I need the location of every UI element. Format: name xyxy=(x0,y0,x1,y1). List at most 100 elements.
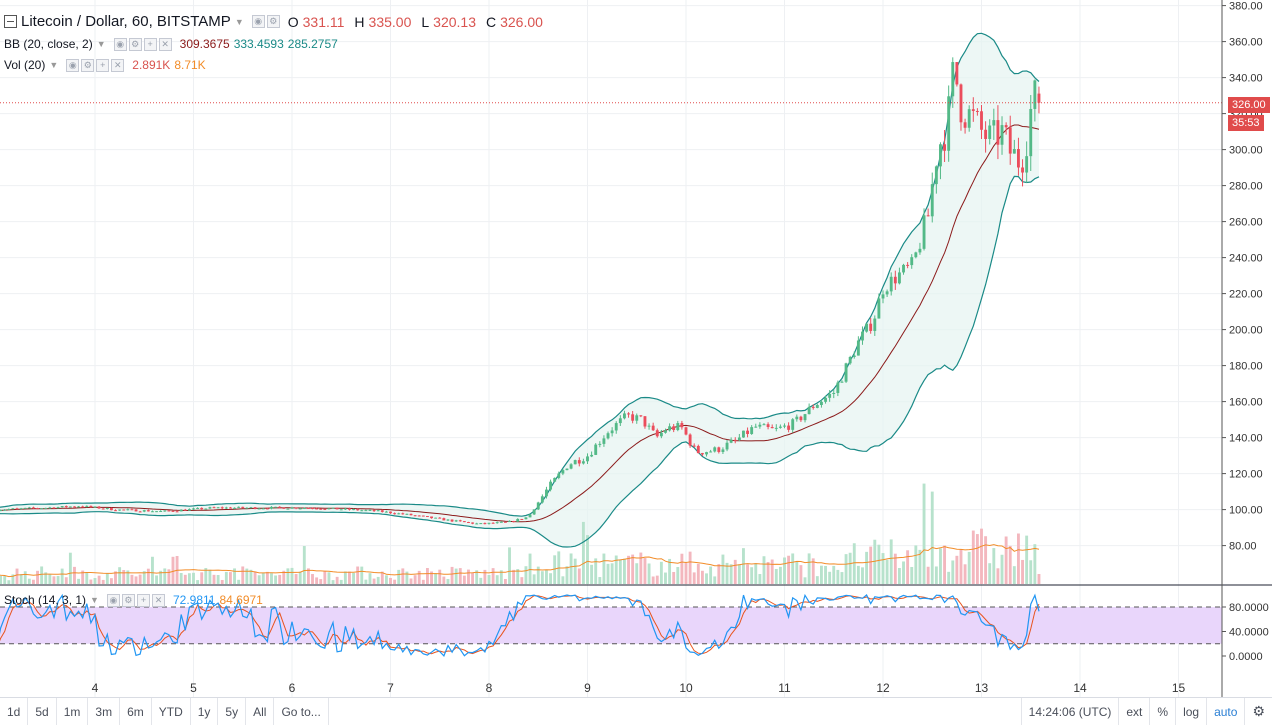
volume-bar xyxy=(623,558,626,584)
volume-bar xyxy=(992,548,996,584)
candle-body xyxy=(664,430,667,433)
eye-icon[interactable]: ◉ xyxy=(113,37,127,51)
candle-body xyxy=(725,442,729,450)
volume-bar xyxy=(68,552,72,584)
eye-icon[interactable]: ◉ xyxy=(106,593,120,607)
dropdown-icon[interactable]: ▼ xyxy=(49,60,59,70)
range-1y[interactable]: 1y xyxy=(191,698,219,725)
candle-body xyxy=(705,452,708,455)
volume-bar xyxy=(635,563,639,584)
volume-bar xyxy=(458,568,462,584)
auto-toggle[interactable]: auto xyxy=(1206,698,1244,725)
candle-body xyxy=(618,418,622,424)
candle-body xyxy=(126,509,130,511)
volume-ma-line xyxy=(0,544,1040,578)
volume-bar xyxy=(659,561,663,584)
volume-bar xyxy=(274,575,278,584)
symbol-title[interactable]: Litecoin / Dollar, 60, BITSTAMP xyxy=(21,13,231,30)
candle-body xyxy=(934,166,938,185)
settings-icon[interactable]: ⚙ xyxy=(128,37,142,51)
volume-bar xyxy=(852,543,856,584)
range-5y[interactable]: 5y xyxy=(218,698,247,725)
open-value: 331.11 xyxy=(302,13,345,30)
candle-body xyxy=(233,507,236,509)
collapse-icon[interactable] xyxy=(4,15,17,28)
candle-body xyxy=(434,517,438,519)
percent-toggle[interactable]: % xyxy=(1149,698,1175,725)
ext-toggle[interactable]: ext xyxy=(1118,698,1149,725)
range-ytd[interactable]: YTD xyxy=(152,698,191,725)
vol-label[interactable]: Vol (20) xyxy=(4,58,46,72)
candle-body xyxy=(56,507,60,509)
candle-body xyxy=(151,511,154,513)
volume-bar xyxy=(861,567,864,584)
stoch-label[interactable]: Stoch (14, 3, 1) xyxy=(4,593,87,607)
range-all[interactable]: All xyxy=(246,698,275,725)
dropdown-icon[interactable]: ▼ xyxy=(96,39,106,49)
candle-body xyxy=(101,508,105,510)
price-tick-label: 380.00 xyxy=(1229,1,1263,13)
utc-clock[interactable]: 14:24:06 (UTC) xyxy=(1020,698,1119,725)
dropdown-icon[interactable]: ▼ xyxy=(90,595,99,605)
range-5d[interactable]: 5d xyxy=(28,698,57,725)
volume-bar xyxy=(688,551,692,584)
plus-icon[interactable]: + xyxy=(143,37,157,51)
close-icon[interactable]: ✕ xyxy=(158,37,172,51)
close-icon[interactable]: ✕ xyxy=(111,58,125,72)
volume-bar xyxy=(331,580,335,584)
bb-label[interactable]: BB (20, close, 2) xyxy=(4,37,93,51)
range-1d[interactable]: 1d xyxy=(0,698,29,725)
candle-body xyxy=(257,508,261,510)
volume-bar xyxy=(828,571,832,584)
candle-body xyxy=(947,96,951,151)
volume-bar xyxy=(783,557,786,584)
candle-body xyxy=(302,507,306,509)
high-label: H xyxy=(354,13,365,30)
eye-icon[interactable]: ◉ xyxy=(251,15,265,28)
plus-icon[interactable]: + xyxy=(96,58,110,72)
volume-bar xyxy=(393,579,397,584)
range-6m[interactable]: 6m xyxy=(120,698,152,725)
candle-body xyxy=(495,522,499,524)
candle-body xyxy=(553,477,557,482)
volume-bar xyxy=(220,579,224,584)
candle-body xyxy=(992,120,996,126)
volume-bar xyxy=(356,566,360,584)
volume-bar xyxy=(118,567,122,584)
candle-body xyxy=(413,515,417,517)
eye-icon[interactable]: ◉ xyxy=(66,58,80,72)
goto-button[interactable]: Go to... xyxy=(274,698,329,725)
volume-bar xyxy=(750,567,754,584)
volume-bar xyxy=(348,571,351,584)
dropdown-icon[interactable]: ▼ xyxy=(234,16,244,27)
candle-body xyxy=(852,355,856,358)
close-icon[interactable]: ✕ xyxy=(151,593,165,607)
candle-body xyxy=(545,489,548,497)
volume-bar xyxy=(1029,560,1033,584)
plus-icon[interactable]: + xyxy=(136,593,150,607)
settings-icon[interactable]: ⚙ xyxy=(266,15,280,28)
log-toggle[interactable]: log xyxy=(1175,698,1206,725)
candle-body xyxy=(988,125,992,139)
volume-bar xyxy=(0,576,3,584)
volume-bar xyxy=(471,573,475,584)
range-1m[interactable]: 1m xyxy=(57,698,89,725)
settings-icon[interactable]: ⚙ xyxy=(81,58,95,72)
volume-bar xyxy=(553,555,557,584)
volume-bar xyxy=(980,528,983,584)
candle-body xyxy=(631,414,635,421)
volume-bar xyxy=(922,483,926,584)
candle-body xyxy=(294,507,298,509)
volume-bar xyxy=(545,569,548,584)
candle-body xyxy=(290,507,294,509)
settings-icon[interactable]: ⚙ xyxy=(121,593,135,607)
volume-bar xyxy=(1025,535,1029,584)
volume-bar xyxy=(951,560,955,584)
price-tick-label: 340.00 xyxy=(1229,73,1263,85)
range-3m[interactable]: 3m xyxy=(88,698,121,725)
candle-body xyxy=(315,508,319,510)
volume-bar xyxy=(803,577,807,584)
gear-icon[interactable]: ⚙ xyxy=(1244,698,1272,725)
candle-body xyxy=(352,509,355,511)
